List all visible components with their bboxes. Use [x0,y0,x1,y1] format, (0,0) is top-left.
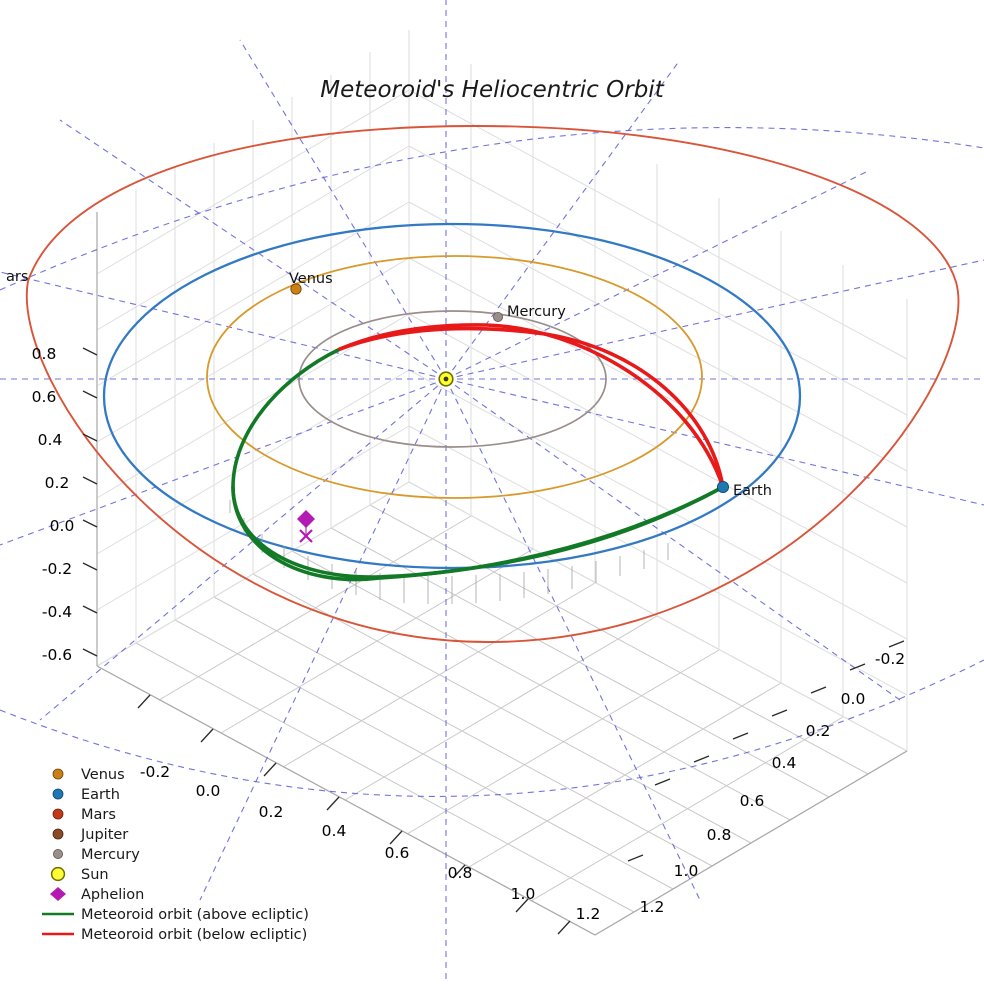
bottom-left-tick-2: 0.2 [259,803,284,821]
venus-marker [290,283,302,295]
mercury-label: Mercury [507,304,566,320]
legend-marker-venus [52,768,64,780]
legend-marker-mercury [53,849,64,860]
bottom-right-tick-2: 0.2 [806,722,831,740]
legend-marker-jupiter [52,828,64,840]
earth-marker [717,480,730,493]
floor-grid [96,481,908,936]
left-axis-tick-5: -0.2 [42,560,72,578]
legend-label-mars[interactable]: Mars [81,807,116,823]
bottom-right-tick-1: 0.0 [841,690,866,708]
legend-marker-earth [52,788,64,800]
bottom-left-tick-7: 1.2 [576,905,601,923]
earth-orbit [102,222,802,570]
legend-label-venus[interactable]: Venus [81,767,125,783]
meteoroid-orbit-below-ecliptic [338,323,725,489]
left-axis-tick-4: 0.0 [50,517,75,535]
bottom-left-tick-0: -0.2 [140,763,170,781]
bottom-left-tick-1: 0.0 [196,782,221,800]
left-axis-tick-1: 0.6 [32,388,57,406]
bottom-right-tick-4: 0.6 [740,792,765,810]
page-title: Meteoroid's Heliocentric Orbit [320,77,664,103]
legend-label-sun[interactable]: Sun [81,867,109,883]
bottom-left-tick-6: 1.0 [511,885,536,903]
venus-label: Venus [289,271,333,287]
legend-label-jupiter[interactable]: Jupiter [80,827,128,843]
bottom-left-tick-3: 0.4 [322,822,347,840]
left-pane-grid [96,30,410,667]
venus-orbit [206,255,703,499]
mars-label-clipped: ars [6,269,28,285]
bottom-right-axis-ticks: -0.2 0.0 0.2 0.4 0.6 0.8 1.0 1.2 [627,640,905,916]
meteoroid-orbit-above-ecliptic [231,347,725,582]
left-axis-tick-7: -0.6 [42,646,72,664]
mercury-marker [492,311,503,322]
bottom-right-tick-3: 0.4 [772,754,797,772]
bottom-left-tick-5: 0.8 [448,864,473,882]
left-axis-ticks: 0.8 0.6 0.4 0.2 0.0 -0.2 -0.4 -0.6 [32,345,98,664]
left-axis-tick-2: 0.4 [38,431,63,449]
legend-label-mercury[interactable]: Mercury [81,847,140,863]
bottom-right-tick-0: -0.2 [875,650,905,668]
legend-label-earth[interactable]: Earth [81,787,120,803]
legend-label-meteoroid-below[interactable]: Meteoroid orbit (below ecliptic) [81,927,307,943]
left-axis-tick-3: 0.2 [45,474,70,492]
mercury-orbit [298,310,607,448]
legend-label-aphelion[interactable]: Aphelion [81,887,144,903]
legend-marker-aphelion [50,887,66,901]
legend-marker-mars [52,808,64,820]
sun-marker [438,371,454,387]
bottom-right-tick-5: 0.8 [707,826,732,844]
bottom-right-tick-7: 1.2 [640,898,665,916]
legend[interactable]: Venus Earth Mars Jupiter Mercury Sun Aph… [42,767,309,943]
earth-label: Earth [733,483,772,499]
left-axis-tick-0: 0.8 [32,345,57,363]
aphelion-marker-group [297,510,315,543]
left-axis-tick-6: -0.4 [42,603,72,621]
legend-marker-sun [50,866,66,882]
aphelion-projection-x-icon [299,529,313,543]
bottom-right-tick-6: 1.0 [674,862,699,880]
bottom-left-axis-ticks: -0.2 0.0 0.2 0.4 0.6 0.8 1.0 1.2 [137,694,601,935]
aphelion-diamond-marker [297,510,315,528]
mars-orbit [25,125,960,643]
bottom-left-tick-4: 0.6 [385,844,410,862]
planet-markers: Venus Mercury Earth [289,271,772,499]
axis-spines [96,212,908,936]
legend-label-meteoroid-above[interactable]: Meteoroid orbit (above ecliptic) [81,907,309,923]
